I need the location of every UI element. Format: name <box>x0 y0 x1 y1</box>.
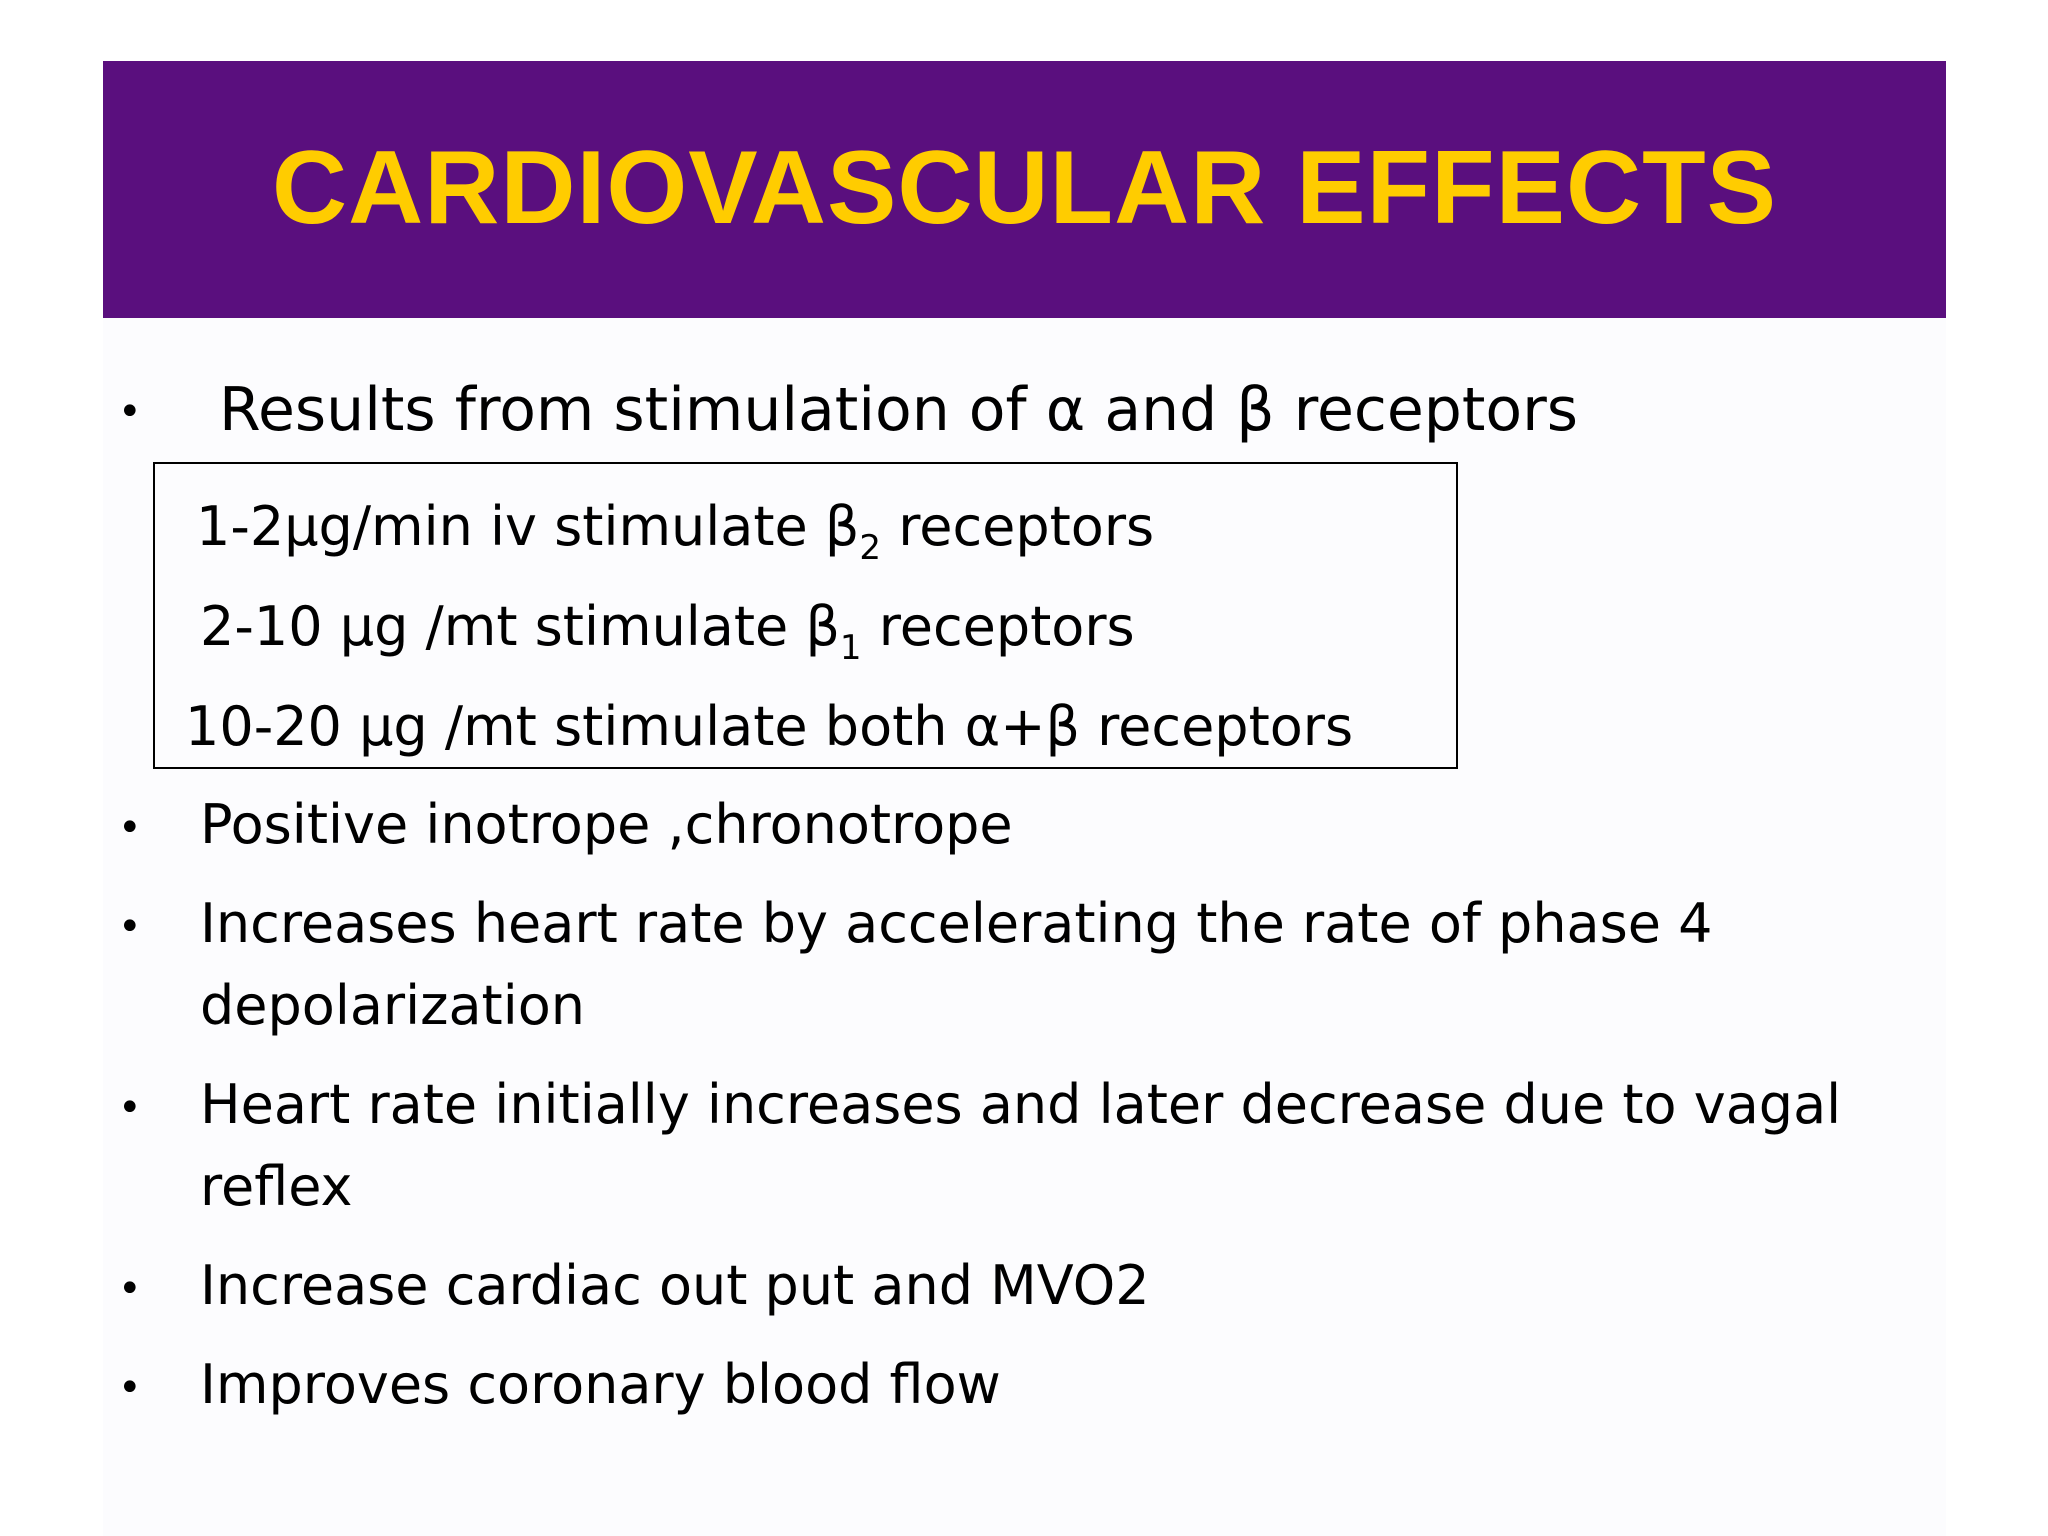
dose-row-suffix: receptors <box>881 495 1155 558</box>
intro-bullet-text: Results from stimulation of α and β rece… <box>219 375 1579 445</box>
dose-row-text: 10-20 μg /mt stimulate both α+β receptor… <box>185 695 1354 758</box>
bullet-dot: • <box>118 389 142 435</box>
bullet-text: Positive inotrope ,chronotrope <box>200 793 1013 856</box>
bullet-dot: • <box>118 1365 142 1411</box>
slide-body-background <box>103 318 1946 1536</box>
dose-row-subscript: 2 <box>859 528 882 568</box>
dose-row: 1-2μg/min iv stimulate β2 receptors <box>196 500 1154 566</box>
title-bar: CARDIOVASCULAR EFFECTS <box>103 61 1946 318</box>
bullet-dot: • <box>118 1085 142 1131</box>
bullet-text: Heart rate initially increases and later… <box>200 1073 1842 1136</box>
bullet-text: Improves coronary blood flow <box>200 1353 1001 1416</box>
dose-row-suffix: receptors <box>861 595 1135 658</box>
bullet-dot: • <box>118 1266 142 1312</box>
bullet-text-continuation: depolarization <box>200 974 585 1037</box>
dose-row: 2-10 μg /mt stimulate β1 receptors <box>200 600 1135 666</box>
dose-row-subscript: 1 <box>839 628 862 668</box>
dose-row: 10-20 μg /mt stimulate both α+β receptor… <box>185 700 1353 754</box>
dose-box <box>153 462 1458 769</box>
dose-row-text: 1-2μg/min iv stimulate β <box>196 495 860 558</box>
bullet-text: Increases heart rate by accelerating the… <box>200 892 1713 955</box>
bullet-text: Increase cardiac out put and MVO2 <box>200 1254 1150 1317</box>
slide-title: CARDIOVASCULAR EFFECTS <box>272 130 1777 246</box>
bullet-text-continuation: reflex <box>200 1155 353 1218</box>
bullet-dot: • <box>118 904 142 950</box>
dose-row-text: 2-10 μg /mt stimulate β <box>200 595 840 658</box>
bullet-dot: • <box>118 805 142 851</box>
